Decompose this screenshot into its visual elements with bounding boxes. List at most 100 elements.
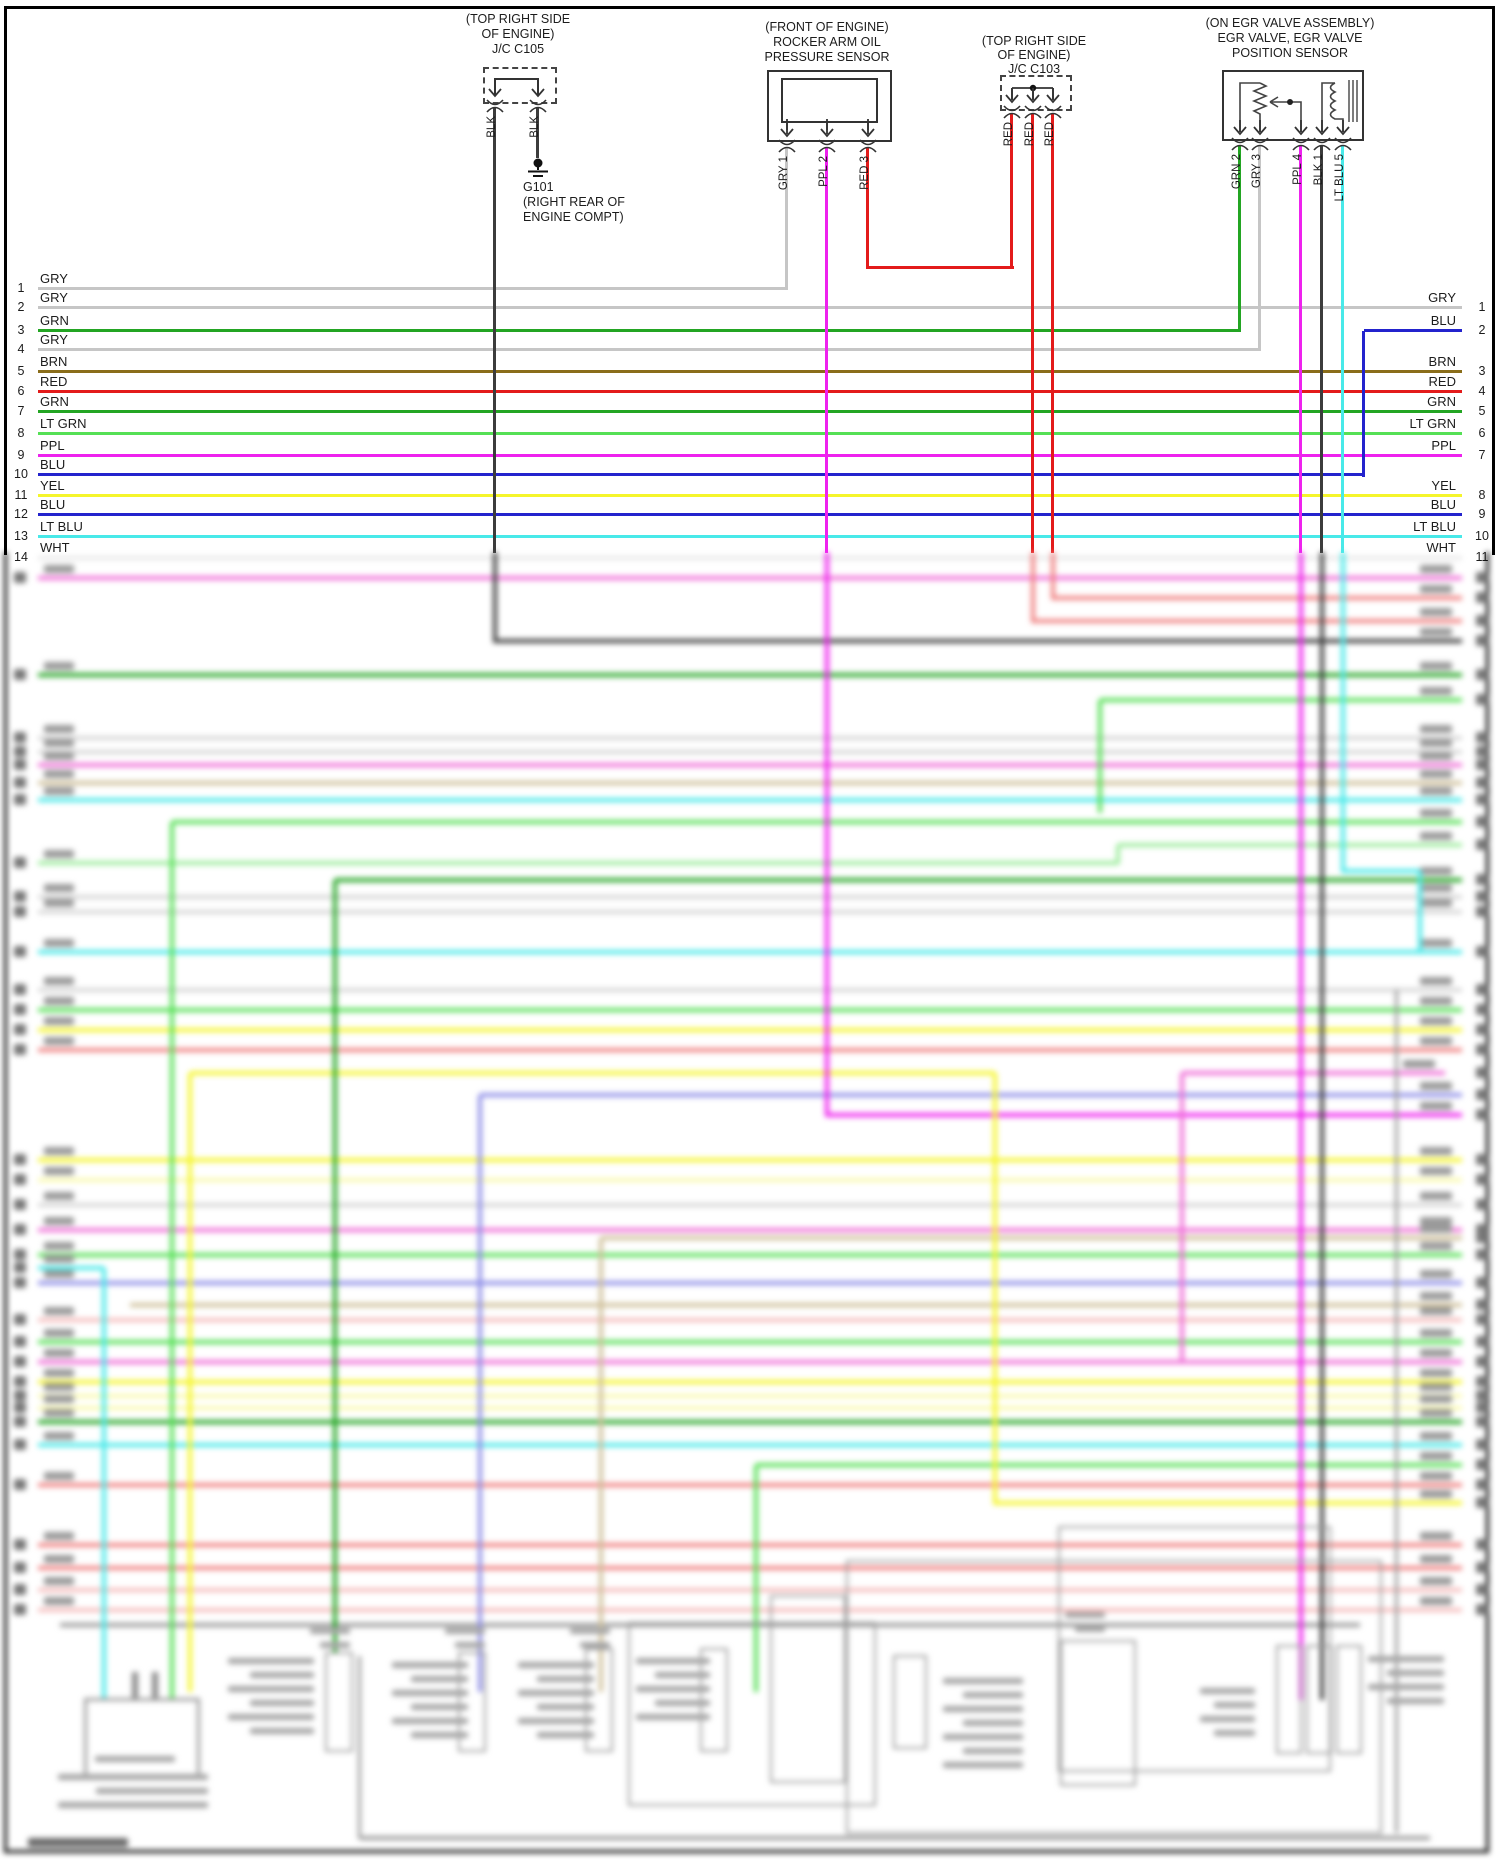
blurred-row-label bbox=[44, 1255, 74, 1263]
wire-segment-h bbox=[38, 1483, 1462, 1487]
wire-segment-h bbox=[190, 1071, 995, 1075]
blurred-caption-line bbox=[1200, 1716, 1255, 1722]
blurred-row-number bbox=[14, 1174, 26, 1185]
egr-valve-title: (ON EGR VALVE ASSEMBLY) EGR VALVE, EGR V… bbox=[1180, 16, 1400, 61]
wire-segment-h bbox=[38, 348, 1260, 351]
wire-segment-h bbox=[1364, 329, 1462, 332]
blurred-row-number bbox=[1476, 1277, 1488, 1288]
wire-segment-v bbox=[1051, 552, 1055, 600]
blurred-caption-line bbox=[392, 1662, 468, 1668]
blurred-row-label bbox=[44, 1432, 74, 1440]
wire-segment-h bbox=[495, 639, 1462, 643]
wire-segment-h bbox=[995, 1501, 1462, 1505]
wire-segment-h bbox=[38, 1360, 1462, 1364]
blurred-row-label bbox=[44, 1597, 74, 1605]
wire-segment-h bbox=[38, 736, 1462, 740]
wire-segment-h bbox=[38, 410, 1462, 413]
pin-wire-label: RED bbox=[1003, 122, 1015, 147]
blurred-caption-line bbox=[1387, 1698, 1444, 1704]
left-row-number: 11 bbox=[14, 488, 28, 502]
blurred-row-label bbox=[44, 752, 74, 760]
wire-segment-h bbox=[38, 750, 1462, 754]
left-row-wire-label: GRN bbox=[40, 394, 69, 409]
blurred-row-label bbox=[44, 884, 74, 892]
right-row-number: 4 bbox=[1478, 384, 1486, 398]
wire-segment-h bbox=[38, 1178, 1462, 1182]
blurred-row-label bbox=[1420, 1017, 1452, 1025]
blurred-row-number bbox=[14, 572, 26, 583]
right-row-number: 7 bbox=[1478, 448, 1486, 462]
blurred-row-label bbox=[44, 997, 74, 1005]
blurred-row-number bbox=[1476, 746, 1488, 757]
wire-segment-h bbox=[38, 454, 1462, 457]
wire-segment-h bbox=[38, 370, 1462, 373]
right-row-number: 6 bbox=[1478, 426, 1486, 440]
blurred-row-number bbox=[1476, 1089, 1488, 1100]
wire-segment-h bbox=[38, 1380, 1462, 1384]
blurred-caption-line bbox=[537, 1676, 594, 1682]
blurred-row-number bbox=[14, 669, 26, 680]
left-row-number: 3 bbox=[17, 323, 25, 337]
blurred-row-number bbox=[1476, 1416, 1488, 1427]
wire-segment-v bbox=[993, 1073, 997, 1505]
blurred-caption-line bbox=[518, 1718, 594, 1724]
junction-dot bbox=[1287, 99, 1293, 105]
blurred-caption-line bbox=[310, 1628, 350, 1634]
wire-segment-h bbox=[38, 1394, 1462, 1398]
blurred-component-box bbox=[1336, 1645, 1362, 1754]
blurred-row-number bbox=[14, 1539, 26, 1550]
blurred-row-number bbox=[14, 1154, 26, 1165]
blurred-caption-line bbox=[636, 1714, 710, 1720]
blurred-caption-line bbox=[943, 1678, 1023, 1684]
blurred-row-number bbox=[14, 1402, 26, 1413]
wire-segment-h bbox=[1100, 698, 1462, 702]
wire-segment-h bbox=[38, 673, 1462, 677]
blurred-row-number bbox=[1476, 759, 1488, 770]
blurred-row-label bbox=[1420, 899, 1452, 907]
blurred-caption-line bbox=[392, 1718, 468, 1724]
right-row-number: 11 bbox=[1475, 550, 1489, 564]
blurred-component-box bbox=[84, 1698, 200, 1780]
left-row-wire-label: GRY bbox=[40, 290, 68, 305]
wire-segment-v bbox=[1116, 845, 1120, 864]
blurred-row-number bbox=[1476, 1109, 1488, 1120]
wire-segment-h bbox=[38, 1281, 1462, 1285]
wire-segment-h bbox=[601, 1236, 1462, 1240]
left-row-wire-label: GRN bbox=[40, 313, 69, 328]
title-line: EGR VALVE, EGR VALVE bbox=[1217, 31, 1363, 45]
pin-wire-label: BLK bbox=[529, 116, 541, 138]
blurred-row-label bbox=[1420, 1369, 1452, 1377]
blurred-row-number bbox=[14, 1199, 26, 1210]
right-row-wire-label: BLU bbox=[1430, 497, 1456, 512]
title-line: J/C C105 bbox=[491, 42, 545, 56]
blurred-row-label bbox=[44, 1192, 74, 1200]
left-row-number: 5 bbox=[17, 364, 25, 378]
blurred-caption-line bbox=[58, 1802, 208, 1808]
wire-segment-v bbox=[1258, 146, 1261, 351]
solenoid-coil bbox=[1321, 82, 1344, 132]
blurred-row-label bbox=[44, 1217, 74, 1225]
left-row-wire-label: LT GRN bbox=[40, 416, 87, 431]
blurred-caption-line bbox=[1368, 1656, 1444, 1662]
blurred-row-number bbox=[14, 1416, 26, 1427]
blurred-row-number bbox=[1476, 1497, 1488, 1508]
blurred-row-label bbox=[1420, 585, 1452, 593]
blurred-caption-line bbox=[963, 1692, 1023, 1698]
blurred-row-number bbox=[1476, 906, 1488, 917]
wire-segment-h bbox=[38, 910, 1462, 914]
blurred-caption-line bbox=[537, 1704, 594, 1710]
blurred-caption-line bbox=[250, 1700, 314, 1706]
left-row-wire-label: GRY bbox=[40, 332, 68, 347]
blurred-row-number bbox=[14, 857, 26, 868]
blurred-row-label bbox=[1420, 687, 1452, 695]
wire-segment-h bbox=[38, 950, 1462, 954]
pin-wire-label: BLK 1 bbox=[1313, 154, 1325, 186]
wire-segment-v bbox=[599, 1238, 603, 1692]
blurred-row-number bbox=[1476, 1174, 1488, 1185]
blurred-row-label bbox=[1420, 1432, 1452, 1440]
blurred-caption-line bbox=[655, 1700, 710, 1706]
blurred-row-number bbox=[1476, 777, 1488, 788]
right-row-wire-label: WHT bbox=[1426, 540, 1456, 555]
blurred-row-label bbox=[1420, 1577, 1452, 1585]
